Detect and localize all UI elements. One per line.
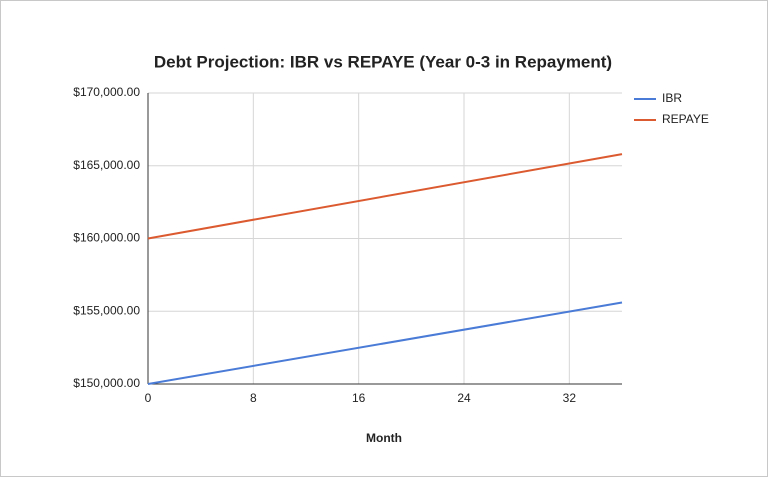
- series-line: [147, 301, 623, 385]
- x-tick-label: 0: [145, 391, 152, 405]
- chart-title: Debt Projection: IBR vs REPAYE (Year 0-3…: [154, 52, 612, 71]
- x-axis-label: Month: [366, 431, 402, 445]
- y-tick-label: $160,000.00: [73, 231, 140, 245]
- y-tick-label: $165,000.00: [73, 158, 140, 172]
- y-tick-label: $150,000.00: [73, 376, 140, 390]
- x-tick-label: 24: [457, 391, 471, 405]
- y-tick-label: $170,000.00: [73, 85, 140, 99]
- y-tick-label: $155,000.00: [73, 303, 140, 317]
- series-line: [147, 153, 623, 240]
- x-tick-label: 32: [563, 391, 577, 405]
- x-tick-label: 8: [250, 391, 257, 405]
- legend-label: REPAYE: [662, 112, 709, 126]
- x-tick-label: 16: [352, 391, 366, 405]
- legend-label: IBR: [662, 91, 682, 105]
